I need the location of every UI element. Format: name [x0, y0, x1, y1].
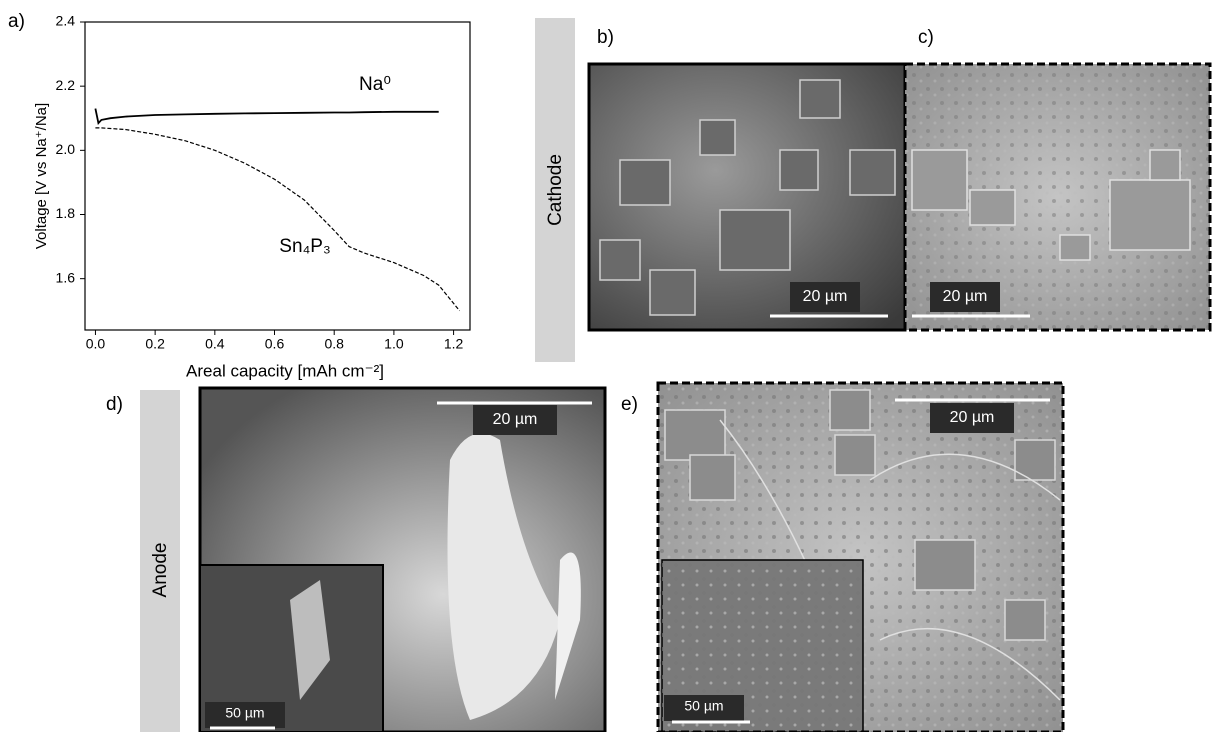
micrograph: 20 µm 50 µm [198, 386, 607, 732]
y-tick-label: 2.0 [56, 141, 76, 157]
panel-label: b) [597, 27, 614, 48]
x-tick-label: 0.2 [145, 336, 165, 352]
panel-label: e) [621, 394, 638, 415]
x-axis-label: Areal capacity [mAh cm⁻²] [186, 361, 384, 380]
x-tick-label: 0.8 [324, 336, 344, 352]
x-tick-label: 0.4 [205, 336, 225, 352]
x-tick-label: 1.0 [384, 336, 404, 352]
inset-scale-bar-label: 50 µm [225, 705, 264, 721]
series-line [95, 127, 461, 312]
x-tick-label: 0.0 [86, 336, 106, 352]
panel-label: a) [8, 11, 25, 32]
plot-area: 0.0 0.2 0.4 0.6 0.8 1.0 1.2 1.6 1.8 2.0 2.2 2.4 Na⁰ S… [56, 13, 471, 352]
axis-frame [84, 21, 471, 331]
y-tick-label: 1.8 [56, 205, 76, 221]
x-tick-label: 0.6 [265, 336, 285, 352]
row-band [535, 18, 575, 362]
row-band [140, 390, 180, 732]
x-tick-label: 1.2 [444, 336, 464, 352]
y-axis-label: Voltage [V vs Na⁺/Na] [33, 103, 50, 249]
series-label: Na⁰ [359, 74, 391, 95]
y-tick-label: 2.4 [56, 13, 76, 29]
micrograph: 20 µm [903, 62, 1212, 332]
row-label: Cathode [545, 154, 566, 226]
scale-bar-label: 20 µm [950, 409, 995, 426]
scale-bar-label: 20 µm [493, 411, 538, 428]
panel-label: c) [918, 27, 934, 48]
micrograph: 20 µm [587, 62, 907, 332]
series-label: Sn₄P₃ [279, 236, 330, 257]
series-line [94, 108, 439, 125]
inset-scale-bar-label: 50 µm [684, 698, 723, 714]
panel-label: d) [106, 394, 123, 415]
micrograph: 20 µm 50 µm [656, 381, 1065, 732]
y-tick-label: 1.6 [56, 269, 76, 285]
scale-bar-label: 20 µm [943, 288, 988, 305]
row-label: Anode [150, 543, 171, 598]
y-tick-label: 2.2 [56, 77, 76, 93]
scale-bar-label: 20 µm [803, 288, 848, 305]
